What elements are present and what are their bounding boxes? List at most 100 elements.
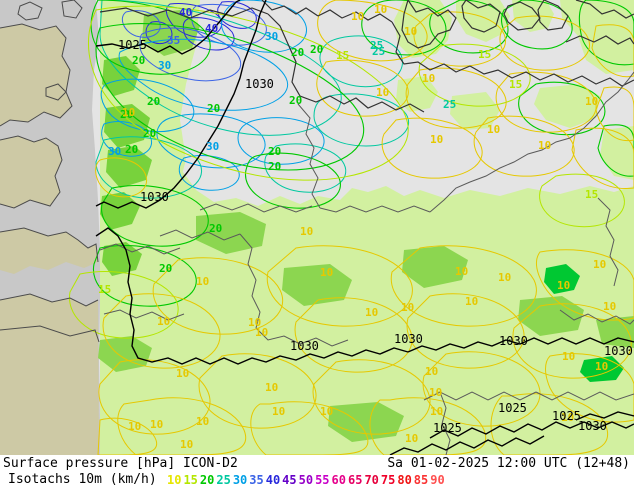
isotach-label: 10 <box>593 258 606 271</box>
isotach-label: 10 <box>196 415 209 428</box>
isotach-label: 10 <box>585 95 598 108</box>
isotach-label: 10 <box>255 326 268 339</box>
isotach-label: 10 <box>180 438 193 451</box>
isotach-label: 20 <box>159 262 172 275</box>
run-datetime-label: Sa 01-02-2025 12:00 UTC (12+48) <box>387 456 630 471</box>
scale-step-25[interactable]: 25 <box>216 473 231 487</box>
coastlines <box>0 0 100 343</box>
country-borders <box>99 71 634 455</box>
isotach-label: 15 <box>509 78 522 91</box>
isotach-label: 10 <box>455 265 468 278</box>
isotach-label: 25 <box>372 45 385 58</box>
footer-row-bottom: Isotachs 10m (km/h) 10 15 20 25 30 35 40 45 50 55… <box>0 472 634 488</box>
isotach-label: 35 <box>167 34 180 47</box>
isotach-label: 15 <box>336 49 349 62</box>
isotach-label: 20 <box>209 222 222 235</box>
isobar-label: 1030 <box>578 419 607 433</box>
isobar-label: 1025 <box>498 401 527 415</box>
isotach-label: 10 <box>401 301 414 314</box>
outside-domain-land-atlantic-coast <box>0 294 99 455</box>
isotach-label: 10 <box>430 405 443 418</box>
isotach-label: 20 <box>132 54 145 67</box>
isotach-label: 10 <box>320 266 333 279</box>
isotach-label: 10 <box>150 418 163 431</box>
isobar-label: 1025 <box>552 409 581 423</box>
isotach-label: 10 <box>196 275 209 288</box>
scale-step-70[interactable]: 70 <box>364 473 379 487</box>
isotach-fill-green-patch-14 <box>98 336 152 372</box>
outside-domain-land-brittany <box>0 228 98 274</box>
isotach-label: 10 <box>300 225 313 238</box>
isotach-label: 20 <box>310 43 323 56</box>
isotach-label: 10 <box>351 10 364 23</box>
isobar-label: 1030 <box>394 332 423 346</box>
isotach-label: 10 <box>374 3 387 16</box>
outside-domain-land-south <box>0 326 99 358</box>
scale-step-30[interactable]: 30 <box>232 473 248 487</box>
isotach-fill-10-band-main <box>100 0 634 455</box>
isotach-fill-green-patch-11 <box>518 296 584 336</box>
outside-domain-land-wales <box>0 136 62 208</box>
isotach-label: 20 <box>268 145 281 158</box>
scale-step-20[interactable]: 20 <box>199 473 215 487</box>
isotach-fill-green-patch-4 <box>100 192 140 230</box>
isotach-fill-green-patch-13 <box>580 356 624 382</box>
isotach-label: 15 <box>478 48 491 61</box>
isotach-label: 20 <box>289 94 302 107</box>
isotach-label: 10 <box>422 72 435 85</box>
scale-step-45[interactable]: 45 <box>282 473 297 487</box>
isotach-label: 10 <box>487 123 500 136</box>
scale-step-80[interactable]: 80 <box>397 473 412 487</box>
isotach-label: 10 <box>562 350 575 363</box>
isotach-label: 25 <box>370 39 383 52</box>
scale-step-55[interactable]: 55 <box>315 473 330 487</box>
isotach-fill-green-patch-8 <box>282 264 352 306</box>
outside-domain-land-ireland <box>0 24 72 126</box>
isotach-label: 15 <box>585 188 598 201</box>
isotach-label: 25 <box>443 98 456 111</box>
isotach-label: 20 <box>143 127 156 140</box>
isotach-contours-10 <box>95 0 634 455</box>
isobar-label: 1025 <box>433 421 462 435</box>
isotach-label: 10 <box>465 295 478 308</box>
isotach-label: 30 <box>158 59 171 72</box>
isotach-label: 10 <box>272 405 285 418</box>
footer-row-top: Surface pressure [hPa] ICON-D2 Sa 01-02-… <box>0 456 634 472</box>
scale-step-75[interactable]: 75 <box>380 473 396 487</box>
isotach-label: 20 <box>120 108 133 121</box>
scale-step-15[interactable]: 15 <box>183 473 198 487</box>
isotach-label: 15 <box>98 283 111 296</box>
isotach-label: 40 <box>205 22 218 35</box>
scale-step-40[interactable]: 40 <box>265 473 281 487</box>
isotach-label: 40 <box>179 6 192 19</box>
scale-step-35[interactable]: 35 <box>249 473 264 487</box>
isotach-label: 10 <box>128 420 141 433</box>
isotach-label: 10 <box>122 106 135 119</box>
isotach-label: 10 <box>561 411 574 424</box>
isotach-label: 10 <box>595 360 608 373</box>
isotach-label: 10 <box>404 25 417 38</box>
isotach-label: 10 <box>430 133 443 146</box>
isotach-label: 10 <box>265 381 278 394</box>
isotach-label: 10 <box>405 432 418 445</box>
surface-pressure-label: Surface pressure [hPa] ICON-D2 <box>3 456 238 471</box>
isotach-color-scale[interactable]: 10 15 20 25 30 35 40 45 50 55 60 65 70 75 80 85 90 <box>166 472 446 488</box>
isotach-fill-patch-north-8 <box>450 92 500 130</box>
isotach-label: 30 <box>206 140 219 153</box>
scale-step-10[interactable]: 10 <box>167 473 182 487</box>
isotach-fill-green-patch-15 <box>328 402 404 442</box>
isobar-label: 1030 <box>245 77 274 91</box>
scale-step-90[interactable]: 90 <box>430 473 445 487</box>
scale-step-65[interactable]: 65 <box>347 473 363 487</box>
scale-step-85[interactable]: 85 <box>413 473 429 487</box>
isotach-label: 10 <box>603 300 616 313</box>
isobar-label: 1025 <box>118 38 147 52</box>
scale-step-60[interactable]: 60 <box>331 473 346 487</box>
isobar-label: 1030 <box>140 190 169 204</box>
isotach-label: 10 <box>176 367 189 380</box>
weather-map-canvas[interactable]: 40 40 35 30 30 25 20 20 15 20 15 10 10 10 20 20 20 10 20 20… <box>0 0 634 455</box>
scale-step-50[interactable]: 50 <box>298 473 314 487</box>
